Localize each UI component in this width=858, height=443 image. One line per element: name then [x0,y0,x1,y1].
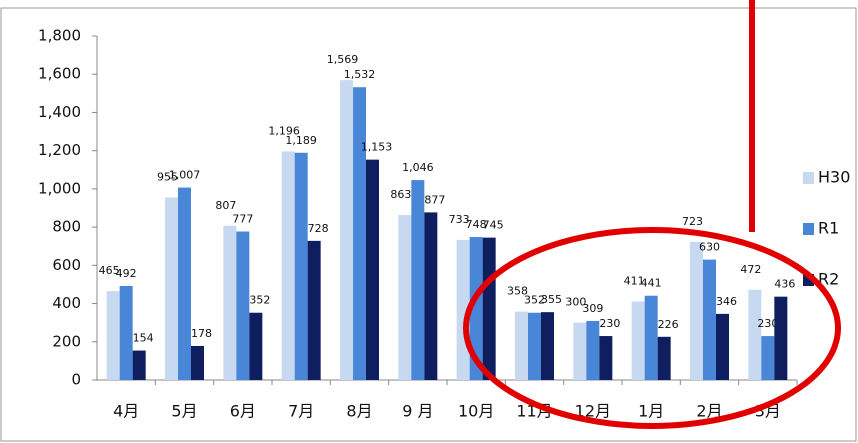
value-label: 1,569 [327,53,359,66]
bar [132,350,146,380]
y-tick-label: 1,400 [38,103,81,121]
value-label: 230 [757,317,778,330]
bar [774,296,788,380]
value-label: 346 [716,295,737,308]
bar [528,312,541,380]
value-label: 309 [582,302,603,315]
bar [223,225,237,380]
legend-swatch [803,172,814,184]
y-tick-label: 0 [71,371,81,389]
bar [541,312,554,380]
bar [469,237,483,380]
value-label: 723 [682,215,703,228]
y-tick-label: 1,600 [38,65,81,83]
y-tick-label: 200 [52,332,81,350]
value-label: 472 [740,263,761,276]
bar [398,215,412,380]
legend-label: R2 [818,270,839,289]
value-label: 1,189 [285,134,317,147]
y-tick-label: 1,800 [38,27,81,45]
value-label: 465 [99,264,120,277]
legend-label: H30 [818,168,850,187]
value-label: 745 [483,219,504,232]
bar [249,312,263,380]
value-label: 230 [599,317,620,330]
y-tick-label: 400 [52,294,81,312]
value-label: 733 [449,213,470,226]
y-tick-label: 600 [52,256,81,274]
bar [690,241,703,380]
x-tick-label: 9 月 [402,402,433,421]
legend-swatch [803,274,814,286]
bar [573,322,587,380]
value-label: 352 [524,294,545,307]
bar [307,240,321,380]
value-label: 411 [624,274,645,287]
bar [411,180,425,380]
bar [236,231,250,380]
value-label: 1,007 [169,169,201,182]
value-label: 154 [133,332,154,345]
value-label: 352 [249,294,270,307]
bar [165,197,178,380]
value-label: 955 [157,170,178,183]
value-label: 863 [390,188,411,201]
value-label: 436 [774,278,795,291]
value-label: 226 [658,318,679,331]
value-label: 492 [116,267,137,280]
bar [366,159,379,380]
value-label: 178 [191,327,212,340]
bar [716,313,729,380]
y-tick-label: 800 [52,218,81,236]
value-label: 1,046 [402,161,434,174]
value-label: 728 [308,222,329,235]
legend-label: R1 [818,219,839,238]
bar [657,336,671,380]
value-label: 1,153 [361,141,393,154]
value-label: 358 [507,285,528,298]
annotation-ellipse [463,227,841,429]
x-tick-label: 1月 [638,402,664,421]
bar [281,151,295,380]
value-label: 748 [466,218,487,231]
value-label: 300 [565,296,586,309]
value-label: 777 [232,213,253,226]
x-tick-label: 4月 [113,402,139,421]
bar [599,336,613,380]
y-tick-label: 1,000 [38,179,81,197]
value-label: 355 [541,293,562,306]
legend-swatch [803,223,814,235]
bar [191,345,204,380]
x-tick-label: 10月 [458,402,494,421]
bar [761,336,775,380]
bar [586,320,600,380]
bar [703,259,716,380]
value-label: 630 [699,241,720,254]
bar [424,212,438,380]
value-label: 1,532 [344,68,376,81]
x-tick-label: 12月 [575,402,611,421]
x-tick-label: 6月 [230,402,256,421]
x-tick-label: 5月 [171,402,197,421]
bar [106,291,120,380]
bar [631,301,645,380]
x-tick-label: 2月 [696,402,722,421]
value-label: 877 [424,193,445,206]
value-label: 1,196 [268,124,300,137]
value-label: 441 [641,277,662,290]
x-tick-label: 8月 [346,402,372,421]
bar [178,187,191,380]
bar [353,87,366,381]
bar [294,152,308,380]
x-tick-label: 7月 [288,402,314,421]
y-tick-label: 1,200 [38,141,81,159]
bar [748,289,762,380]
bar [515,311,528,380]
bar [644,295,658,380]
bar [119,285,133,380]
value-label: 807 [215,199,236,212]
bar [482,237,496,380]
bar [340,80,353,380]
